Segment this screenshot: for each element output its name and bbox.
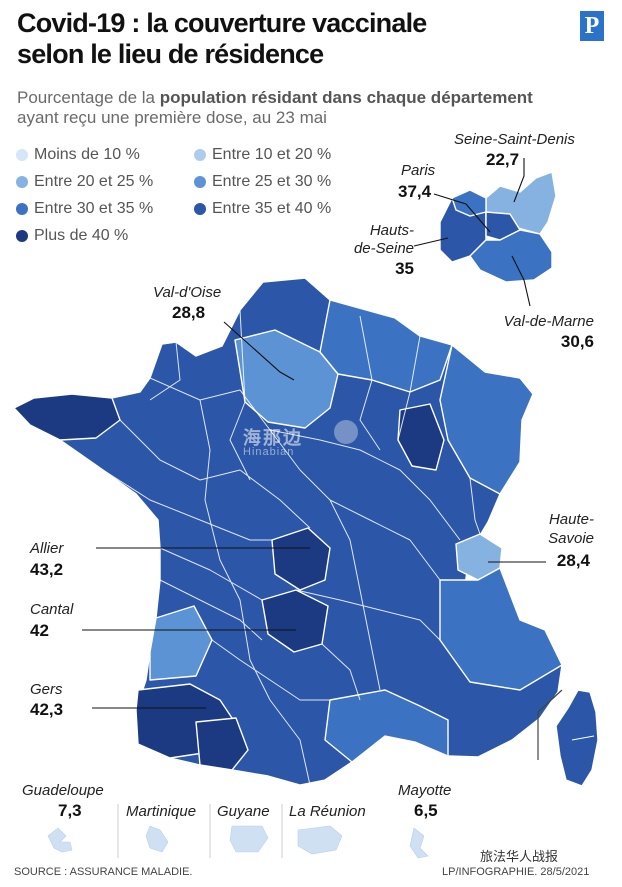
legend-swatch (194, 176, 206, 188)
legend-label: Entre 20 et 25 % (34, 173, 154, 190)
legend-label: Moins de 10 % (34, 146, 140, 163)
leader-val-d-oise (223, 321, 295, 381)
region-south-dark (195, 717, 249, 771)
leader-hauts-de-seine (413, 237, 449, 247)
legend-item-10-20: Entre 10 et 20 % (194, 146, 331, 164)
overseas-mayotte-name: Mayotte (398, 782, 452, 799)
leader-paris (433, 193, 491, 233)
overseas-guyane-name: Guyane (217, 803, 270, 820)
overseas-mayotte-value: 6,5 (414, 801, 438, 820)
subtitle-post: ayant reçu une première dose, au 23 mai (17, 108, 327, 127)
subtitle: Pourcentage de la population résidant da… (17, 88, 607, 128)
footer-credit: LP/INFOGRAPHIE. 28/5/2021 (442, 866, 590, 878)
le-parisien-logo: P (580, 11, 604, 41)
region-north-east-light (319, 299, 453, 393)
title-line-1: Covid-19 : la couverture vaccinale (17, 8, 427, 38)
subtitle-bold: population résidant dans chaque départem… (159, 88, 533, 107)
legend-swatch (16, 230, 28, 242)
leader-seine-saint-denis (513, 158, 525, 203)
overseas-guadeloupe-name: Guadeloupe (22, 782, 104, 799)
region-east (439, 344, 534, 495)
legend-swatch (16, 149, 28, 161)
martinique-shape (145, 825, 169, 853)
guadeloupe-shape (47, 827, 73, 853)
legend-label: Entre 10 et 20 % (212, 146, 332, 163)
leader-val-de-marne (511, 255, 531, 307)
chart-title: Covid-19 : la couverture vaccinale selon… (17, 8, 577, 70)
title-line-2: selon le lieu de résidence (17, 39, 324, 69)
corsica (555, 689, 599, 787)
callout-haute-savoie-name2: Savoie (548, 530, 594, 547)
region-mediterranean (324, 689, 449, 763)
map-watermark-text: 海那边 (243, 428, 303, 448)
callout-seine-saint-denis-value: 22,7 (486, 150, 520, 169)
guyane-shape (229, 825, 269, 853)
callout-cantal-name: Cantal (30, 601, 74, 618)
legend-item-35-40: Entre 35 et 40 % (194, 200, 331, 218)
callout-hauts-de-seine-name1: Hauts- (369, 222, 414, 239)
callout-allier-value: 43,2 (30, 560, 64, 579)
callout-cantal-value: 42 (30, 621, 49, 640)
footer-source: SOURCE : ASSURANCE MALADIE. (14, 866, 193, 878)
callout-hauts-de-seine-value: 35 (395, 259, 414, 278)
legend-label: Plus de 40 % (34, 227, 129, 244)
legend-item-lt10: Moins de 10 % (16, 146, 140, 164)
account-watermark: 旅法华人战报 (480, 849, 559, 864)
map-watermark-subtext: Hinabian (243, 446, 295, 458)
legend-swatch (16, 203, 28, 215)
callout-val-d-oise-name: Val-d'Oise (153, 284, 222, 301)
reunion-shape (297, 825, 343, 855)
region-alps (439, 567, 563, 691)
callout-val-d-oise-value: 28,8 (172, 303, 206, 322)
overseas-reunion-name: La Réunion (289, 803, 366, 820)
mayotte-shape (409, 827, 429, 859)
legend-swatch (194, 203, 206, 215)
region-gironde (149, 605, 213, 681)
callout-hauts-de-seine-name2: de-Seine (353, 240, 414, 257)
legend-item-gt40: Plus de 40 % (16, 227, 128, 245)
callout-gers-value: 42,3 (30, 700, 64, 719)
callout-paris-name: Paris (401, 162, 436, 179)
callout-gers-name: Gers (30, 681, 63, 698)
legend-label: Entre 30 et 35 % (34, 200, 154, 217)
legend-swatch (194, 149, 206, 161)
legend-swatch (16, 176, 28, 188)
callout-val-de-marne-name: Val-de-Marne (503, 313, 594, 330)
legend-item-30-35: Entre 30 et 35 % (16, 200, 153, 218)
subtitle-pre: Pourcentage de la (17, 88, 160, 107)
paris-inset (439, 171, 557, 283)
callout-seine-saint-denis-name: Seine-Saint-Denis (454, 131, 575, 148)
overseas-guadeloupe-value: 7,3 (58, 801, 82, 820)
overseas-martinique-name: Martinique (126, 803, 197, 820)
legend-label: Entre 25 et 30 % (212, 173, 332, 190)
callout-paris-value: 37,4 (398, 182, 432, 201)
callout-val-de-marne-value: 30,6 (560, 332, 594, 351)
callout-haute-savoie-value: 28,4 (556, 551, 590, 570)
legend-label: Entre 35 et 40 % (212, 200, 332, 217)
region-allier (271, 527, 331, 591)
callout-haute-savoie-name1: Haute- (548, 511, 594, 528)
legend-item-25-30: Entre 25 et 30 % (194, 173, 331, 191)
callout-allier-name: Allier (30, 540, 64, 557)
legend-item-20-25: Entre 20 et 25 % (16, 173, 153, 191)
